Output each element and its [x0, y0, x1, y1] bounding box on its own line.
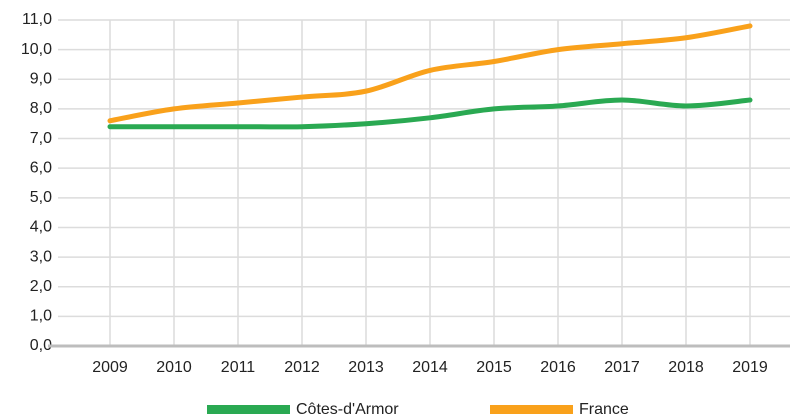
legend-swatch [490, 405, 573, 414]
x-tick-label: 2019 [732, 359, 768, 376]
y-tick-label: 4,0 [30, 219, 52, 236]
y-tick-label: 8,0 [30, 100, 52, 117]
series-line [107, 23, 753, 124]
y-tick-label: 6,0 [30, 159, 52, 176]
y-tick-label: 5,0 [30, 189, 52, 206]
y-tick-label: 0,0 [30, 337, 52, 354]
x-tick-label: 2012 [284, 359, 320, 376]
x-tick-label: 2014 [412, 359, 448, 376]
x-tick-label: 2016 [540, 359, 576, 376]
legend-swatch [207, 405, 290, 414]
y-tick-label: 7,0 [30, 130, 52, 147]
x-tick-label: 2017 [604, 359, 640, 376]
y-tick-label: 1,0 [30, 308, 52, 325]
x-tick-label: 2015 [476, 359, 512, 376]
y-tick-label: 11,0 [22, 11, 52, 28]
series-line [107, 97, 753, 130]
x-tick-label: 2010 [156, 359, 192, 376]
x-tick-label: 2011 [221, 359, 256, 376]
legend-label: Côtes-d'Armor [296, 401, 399, 418]
x-tick-label: 2013 [348, 359, 384, 376]
y-tick-label: 9,0 [30, 70, 52, 87]
x-tick-label: 2009 [92, 359, 128, 376]
y-tick-label: 3,0 [30, 248, 52, 265]
y-tick-label: 2,0 [30, 278, 52, 295]
y-tick-label: 10,0 [21, 41, 52, 58]
x-tick-label: 2018 [668, 359, 704, 376]
legend-label: France [579, 401, 629, 418]
